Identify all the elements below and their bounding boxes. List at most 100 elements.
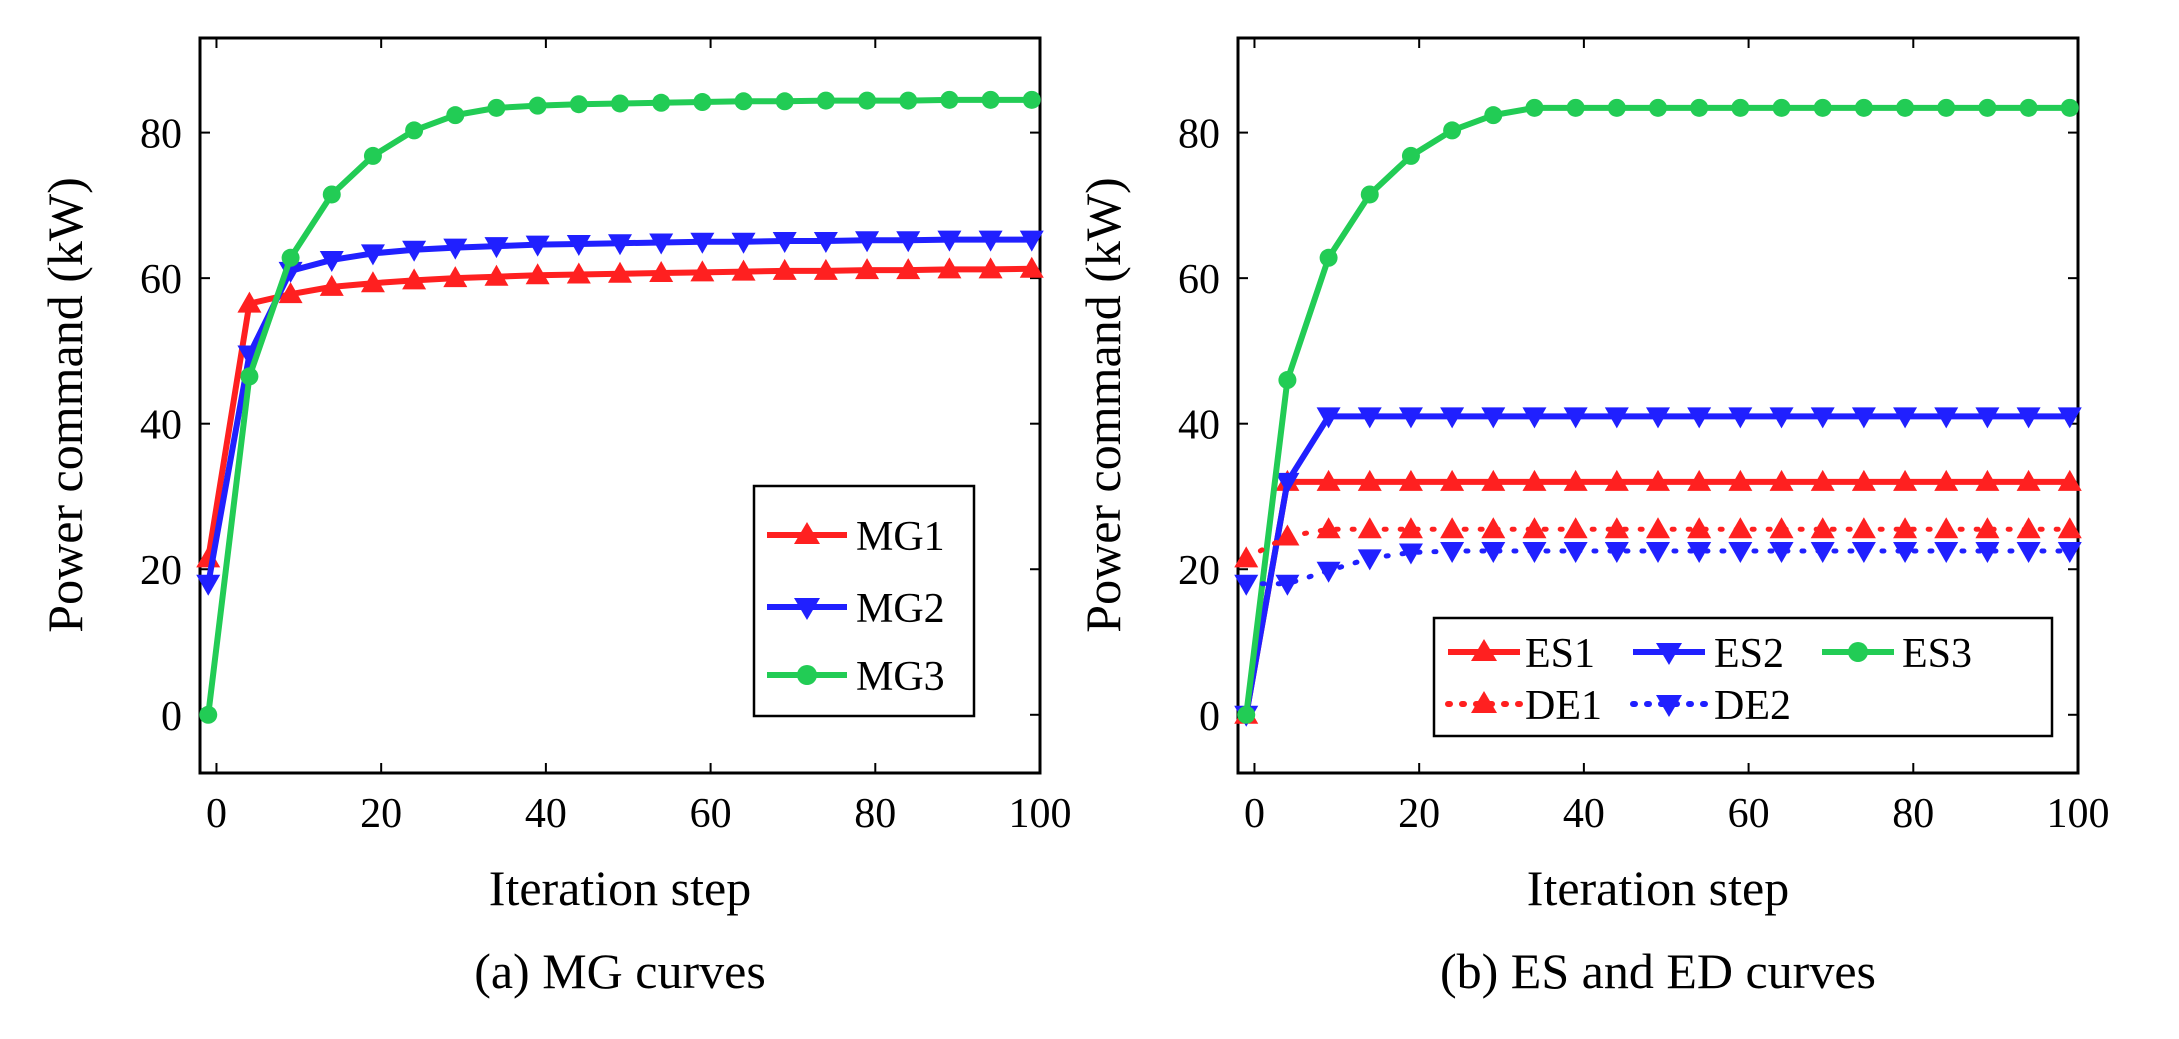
data-point-circle [1484, 106, 1503, 125]
data-point-triangle-down [1851, 542, 1876, 564]
data-point-triangle-up [1646, 469, 1670, 491]
y-tick-label: 60 [1178, 257, 1220, 303]
data-point-triangle-down [1481, 542, 1506, 564]
data-point-triangle-down [896, 231, 921, 253]
data-point-triangle-up [319, 274, 344, 296]
data-point-triangle-up [1687, 517, 1712, 539]
data-point-circle [693, 93, 712, 112]
data-point-triangle-down [319, 250, 344, 272]
data-point-triangle-up [2057, 517, 2082, 539]
data-point-triangle-up [1687, 469, 1712, 491]
data-point-triangle-down [1893, 542, 1918, 564]
y-tick-label: 40 [140, 403, 182, 449]
y-tick-label: 0 [161, 694, 182, 740]
data-point-triangle-up [1234, 546, 1259, 568]
legend-marker-triangle-up [1471, 639, 1497, 661]
legend-marker-triangle-up [1471, 691, 1497, 713]
data-point-triangle-down [1646, 542, 1670, 564]
legend-label: ES2 [1714, 631, 1784, 677]
legend-marker-circle [797, 665, 817, 685]
data-point-circle [1772, 98, 1791, 117]
data-point-circle [858, 91, 877, 110]
data-point-circle [240, 367, 259, 386]
x-tick-label: 100 [2047, 791, 2110, 837]
chart-panel-mg: 0 20 40 60 80 100 0 20 40 60 80 Iteration step Pow… [37, 36, 1072, 999]
data-point-triangle-down [1398, 407, 1423, 429]
legend-marker-triangle-down [1656, 643, 1682, 665]
data-point-triangle-up [1604, 517, 1629, 539]
data-point-triangle-up [1893, 517, 1918, 539]
data-point-circle [611, 94, 629, 113]
series-es2 [1234, 407, 2082, 727]
legend-box [1432, 616, 2054, 738]
data-point-triangle-up [855, 258, 880, 280]
data-point-circle [816, 91, 835, 110]
data-point-triangle-up [1481, 469, 1506, 491]
data-point-triangle-down [1851, 407, 1876, 429]
data-point-triangle-down [196, 574, 221, 596]
legend-marker-triangle-down [1656, 695, 1682, 717]
data-point-triangle-up [1975, 517, 2000, 539]
data-point-circle [322, 185, 341, 204]
x-tick-label: 20 [1398, 791, 1440, 837]
data-point-circle [2060, 98, 2079, 117]
data-point-triangle-up [1563, 469, 1588, 491]
data-point-triangle-down [1769, 407, 1794, 429]
legend-label: MG3 [856, 654, 945, 700]
data-point-triangle-down [690, 232, 715, 254]
data-point-triangle-up [813, 258, 838, 280]
data-point-triangle-down [1728, 542, 1753, 564]
data-point-triangle-up [1810, 469, 1835, 491]
data-point-circle [528, 96, 547, 115]
data-point-triangle-down [1275, 472, 1300, 494]
series-mg2 [196, 230, 1044, 596]
x-tick-label: 20 [360, 791, 402, 837]
data-point-triangle-up [2016, 517, 2041, 539]
x-tick-label: 0 [206, 791, 227, 837]
y-tick-label: 20 [1178, 548, 1220, 594]
data-point-triangle-up [937, 257, 962, 279]
data-point-triangle-down [731, 232, 756, 254]
data-point-triangle-up [1275, 524, 1300, 546]
data-point-triangle-down [1769, 542, 1794, 564]
data-point-triangle-up [443, 266, 468, 288]
data-point-circle [199, 705, 218, 724]
data-point-triangle-down [1522, 542, 1547, 564]
legend-entry-mg2: MG2 [767, 586, 945, 632]
legend: ES1 ES2 ES3 DE1 DE2 [1432, 616, 2054, 738]
y-tick-label: 80 [140, 112, 182, 158]
data-point-triangle-up [1357, 517, 1382, 539]
data-point-triangle-up [1728, 469, 1753, 491]
data-point-triangle-up [978, 257, 1003, 279]
data-point-triangle-down [1687, 542, 1712, 564]
data-point-triangle-up [1440, 469, 1465, 491]
data-point-circle [1360, 185, 1379, 204]
data-point-triangle-up [1522, 469, 1547, 491]
data-point-triangle-up [1522, 517, 1547, 539]
data-point-triangle-down [1316, 407, 1341, 429]
data-point-triangle-up [1604, 469, 1629, 491]
legend-marker-triangle-up [794, 522, 820, 544]
data-point-triangle-down [2016, 542, 2041, 564]
data-point-triangle-down [1646, 407, 1670, 429]
data-point-triangle-up [1646, 517, 1670, 539]
legend-entry-es1: ES1 [1448, 631, 1595, 677]
data-point-circle [1896, 98, 1915, 117]
data-point-triangle-up [1769, 469, 1794, 491]
data-point-triangle-up [2057, 469, 2082, 491]
data-point-triangle-down [1440, 407, 1465, 429]
data-point-triangle-down [1934, 407, 1959, 429]
legend-entry-mg1: MG1 [767, 514, 945, 560]
x-tick-label: 80 [1892, 791, 1934, 837]
data-point-triangle-up [1769, 517, 1794, 539]
data-point-triangle-down [813, 232, 838, 254]
data-point-circle [981, 90, 1000, 109]
data-point-triangle-down [402, 240, 427, 262]
series-mg3 [199, 90, 1041, 724]
data-point-circle [1607, 98, 1626, 117]
data-point-triangle-down [1934, 542, 1959, 564]
data-point-circle [734, 92, 753, 111]
y-tick-label: 0 [1199, 694, 1220, 740]
data-point-triangle-up [1975, 469, 2000, 491]
legend-entry-es2: ES2 [1633, 631, 1784, 677]
